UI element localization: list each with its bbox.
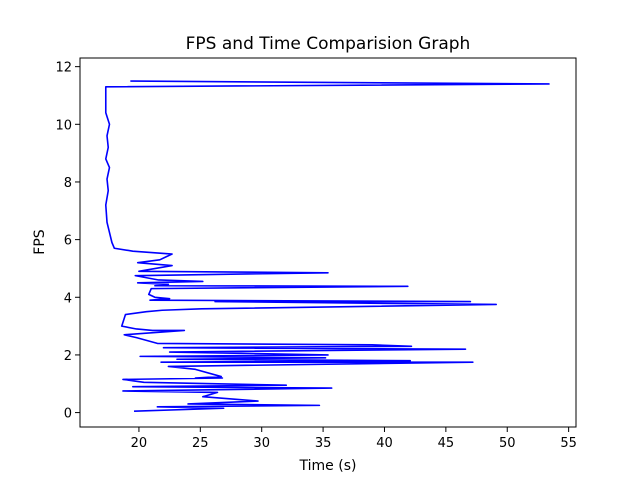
y-tick-label: 0 bbox=[64, 407, 72, 422]
y-axis-ticks: 0 2 4 6 8 10 12 bbox=[55, 61, 80, 422]
x-tick-label: 30 bbox=[253, 436, 270, 451]
x-tick-label: 20 bbox=[131, 436, 148, 451]
x-tick-label: 55 bbox=[560, 436, 577, 451]
y-tick-label: 10 bbox=[55, 118, 72, 133]
fps-series-line bbox=[104, 80, 550, 412]
x-tick-label: 50 bbox=[499, 436, 516, 451]
y-axis-label: FPS bbox=[32, 229, 48, 254]
chart-title: FPS and Time Comparision Graph bbox=[186, 34, 471, 54]
x-tick-label: 45 bbox=[438, 436, 455, 451]
x-axis-label: Time (s) bbox=[299, 458, 357, 474]
y-tick-label: 6 bbox=[64, 234, 72, 249]
y-tick-label: 8 bbox=[64, 176, 72, 191]
y-tick-label: 12 bbox=[55, 61, 72, 76]
x-tick-label: 25 bbox=[192, 436, 209, 451]
y-tick-label: 4 bbox=[64, 291, 72, 306]
plot-frame bbox=[79, 57, 577, 428]
x-tick-label: 40 bbox=[376, 436, 393, 451]
y-tick-label: 2 bbox=[64, 349, 72, 364]
x-axis-ticks: 20 25 30 35 40 45 50 55 bbox=[131, 427, 577, 451]
x-tick-label: 35 bbox=[315, 436, 332, 451]
